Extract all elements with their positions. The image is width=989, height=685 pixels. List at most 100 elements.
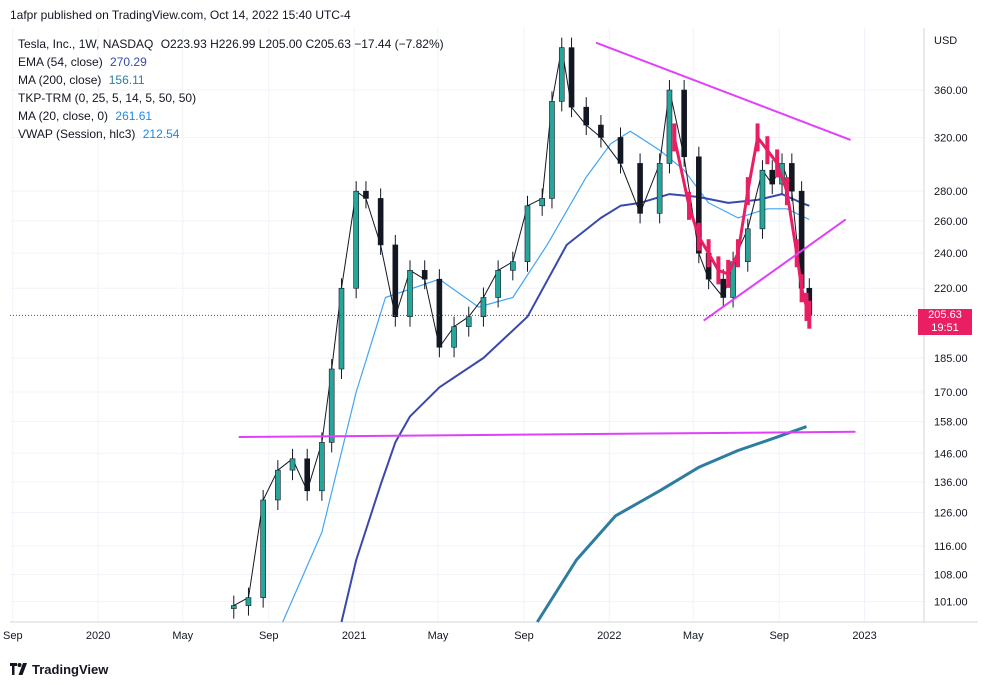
candle-body [696, 156, 702, 254]
ma200-line [536, 425, 808, 623]
legend-ema-name: EMA (54, close) [18, 55, 103, 69]
legend-symbol: Tesla, Inc., 1W, NASDAQ O223.93 H226.99 … [18, 35, 444, 53]
candle-body [328, 368, 335, 443]
y-tick-label: 220.00 [934, 283, 968, 295]
candle-body [289, 458, 296, 471]
candle-body [510, 261, 516, 271]
trm-bar [672, 123, 677, 152]
x-tick-label: 2020 [86, 630, 110, 642]
trm-bar [726, 259, 731, 288]
y-tick-label: 240.00 [934, 248, 968, 260]
candle-body [598, 124, 604, 138]
legend-ema-value: 270.29 [110, 55, 147, 69]
trm-bar [807, 300, 812, 329]
candle-body [495, 270, 501, 298]
candle-body [549, 101, 555, 199]
legend-ma200-value: 156.11 [108, 73, 145, 87]
publisher-line: 1afpr published on TradingView.com, Oct … [10, 8, 351, 22]
legend-ma20[interactable]: MA (20, close, 0) 261.61 [18, 107, 444, 125]
legend-ma20-value: 261.61 [115, 109, 153, 123]
y-tick-label: 185.00 [934, 353, 968, 365]
candle-body [338, 287, 345, 370]
legend-symbol-name: Tesla, Inc., 1W, NASDAQ [18, 37, 154, 51]
trendline-lower-support[interactable] [703, 218, 847, 322]
candle-body [583, 106, 590, 126]
candle-body [436, 278, 443, 348]
trm-bar [784, 177, 789, 206]
candle-body [230, 605, 237, 609]
legend-symbol-values: O223.93 H226.99 L205.00 C205.63 −17.44 (… [160, 37, 444, 51]
x-tick-label: Sep [769, 630, 789, 642]
candle-body [407, 270, 413, 317]
y-tick-label: 126.00 [934, 508, 968, 520]
candle-body [666, 89, 673, 164]
x-tick-label: May [683, 630, 704, 642]
y-tick-label: 108.00 [934, 570, 968, 582]
candle-body [524, 205, 531, 262]
candle-body [769, 169, 776, 185]
candle-body [304, 458, 311, 492]
trm-bar [804, 292, 809, 321]
candle-body [656, 163, 663, 214]
tradingview-logo-icon [10, 663, 27, 675]
y-tick-label: 146.00 [934, 448, 968, 460]
y-tick-label: 260.00 [934, 216, 968, 228]
candle-body [681, 89, 687, 158]
trendline-horizontal-support[interactable] [238, 430, 856, 439]
trendlines [10, 41, 924, 439]
x-tick-label: May [172, 630, 193, 642]
brand-name: TradingView [32, 661, 109, 677]
x-tick-label: 2021 [342, 630, 366, 642]
candle-body [759, 169, 766, 230]
trm-bar [687, 191, 692, 220]
candle-body [245, 597, 252, 606]
legend-ma20-name: MA (20, close, 0) [18, 109, 109, 123]
trm-overlay-line [672, 135, 811, 316]
x-tick-label: 2022 [597, 630, 621, 642]
trm-bar [799, 274, 804, 303]
trm-bar [765, 136, 770, 165]
candle-body [637, 163, 643, 214]
candle-body [275, 469, 281, 501]
y-tick-label: 170.00 [934, 387, 968, 399]
legend-ema[interactable]: EMA (54, close) 270.29 [18, 53, 444, 71]
legend-trm[interactable]: TKP-TRM (0, 25, 5, 14, 5, 50, 50) [18, 89, 444, 107]
candle-body [363, 190, 369, 199]
y-axis-unit: USD [934, 35, 957, 47]
candle-body [319, 442, 325, 492]
y-tick-label: 116.00 [934, 541, 967, 553]
trm-bar [735, 239, 740, 268]
candle-body [789, 163, 795, 192]
candle-body [568, 47, 575, 108]
candle-body [421, 270, 428, 280]
legend-vwap[interactable]: VWAP (Session, hlc3) 212.54 [18, 125, 444, 143]
trm-bar [706, 239, 711, 268]
candle-body [377, 198, 384, 246]
candle-body [617, 137, 624, 164]
y-tick-label: 158.00 [934, 416, 968, 428]
trm-bar [716, 256, 721, 285]
last-price-tag: 205.63 19:51 [918, 309, 972, 336]
trm-bar [755, 123, 760, 152]
ma20-line [282, 130, 810, 623]
candle-body [744, 228, 751, 262]
y-tick-label: 320.00 [934, 132, 968, 144]
trm-bar [745, 177, 750, 206]
series-layer [282, 130, 810, 623]
y-tick-label: 360.00 [934, 85, 968, 97]
candle-body [558, 47, 565, 102]
legend: Tesla, Inc., 1W, NASDAQ O223.93 H226.99 … [18, 35, 444, 143]
y-tick-label: 280.00 [934, 186, 968, 198]
x-tick-label: Sep [3, 630, 23, 642]
trendline-upper-resistance[interactable] [595, 41, 851, 141]
legend-trm-name: TKP-TRM (0, 25, 5, 14, 5, 50, 50) [18, 91, 197, 105]
x-tick-label: 2023 [852, 630, 876, 642]
legend-vwap-value: 212.54 [142, 127, 180, 141]
x-tick-label: Sep [259, 630, 279, 642]
legend-ma200[interactable]: MA (200, close) 156.11 [18, 71, 444, 89]
axis-labels: 101.00 108.00 116.00 126.00 136.00 146.00 158.… [3, 35, 968, 642]
price-marks [230, 37, 813, 619]
candle-body [480, 297, 487, 317]
last-price-value: 205.63 [928, 309, 962, 322]
